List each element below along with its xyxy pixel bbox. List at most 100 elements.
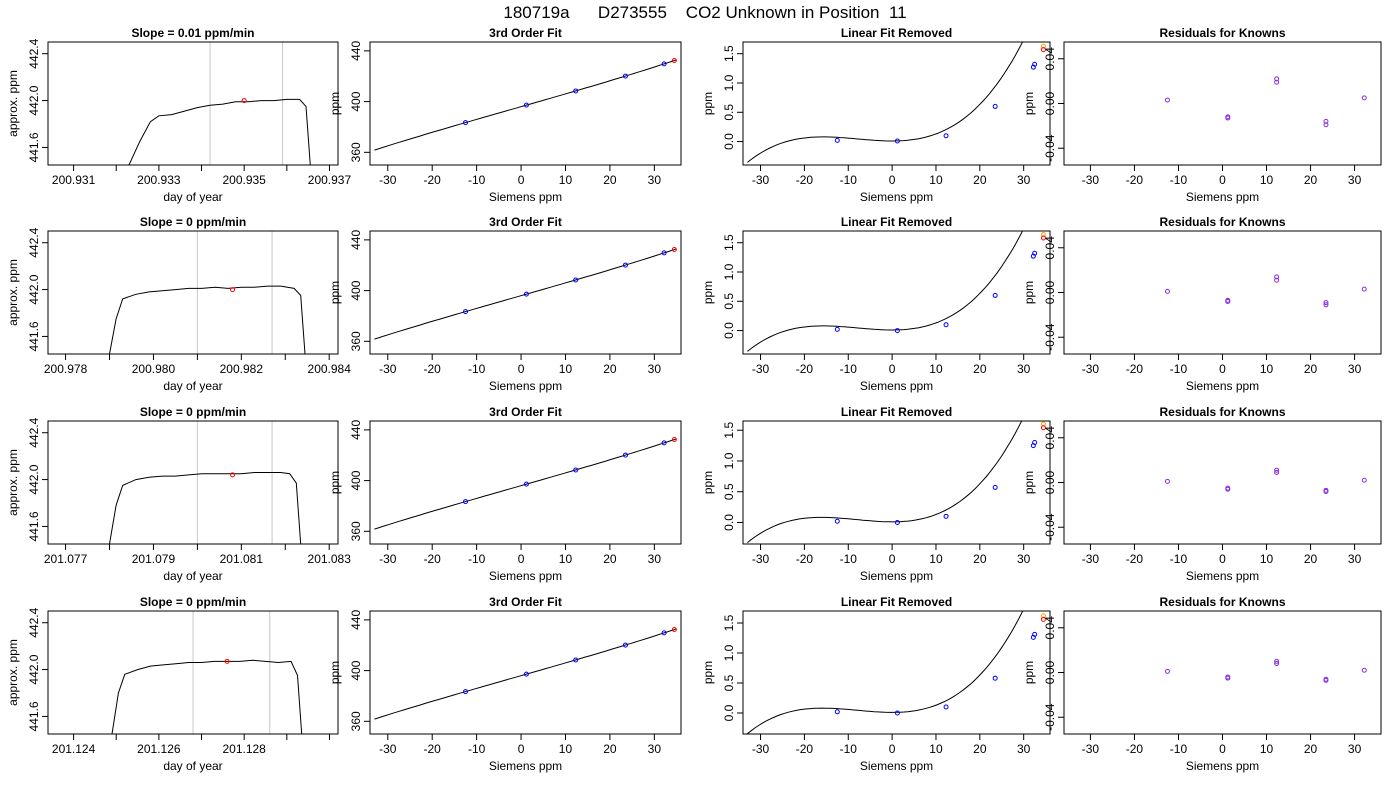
x-tick-label: 10 <box>1260 362 1274 376</box>
known-point <box>622 452 628 458</box>
x-tick-label: 10 <box>1260 742 1274 756</box>
residual-point <box>1323 300 1329 306</box>
y-axis-label: ppm <box>1022 281 1036 304</box>
x-tick-label: 0 <box>1219 742 1226 756</box>
x-tick-label: -30 <box>1082 552 1100 566</box>
panel-title: Linear Fit Removed <box>841 26 952 40</box>
x-tick-label: 20 <box>603 173 617 187</box>
x-tick-label: 10 <box>929 552 943 566</box>
y-tick-label: 0.04 <box>1043 426 1057 450</box>
plot-area <box>1164 76 1367 128</box>
panel-time-series-row4: Slope = 0 ppm/min 201.124 201.126 201.128 44… <box>6 595 339 773</box>
panel-linear-fit-removed-row2: Linear Fit Removed -30 -20 -10 0 10 20 30 0.0 0.5… <box>701 215 1051 393</box>
panel-title: Slope = 0 ppm/min <box>140 405 246 419</box>
x-tick-label: 10 <box>559 552 573 566</box>
known-point <box>992 103 998 109</box>
plot-frame <box>369 610 682 735</box>
x-tick-label: -20 <box>796 173 814 187</box>
known-point <box>943 513 949 519</box>
x-tick-label: 0 <box>518 173 525 187</box>
y-tick-label: 0.00 <box>1043 470 1057 494</box>
plot-frame <box>1063 610 1382 735</box>
y-tick-label: 0.00 <box>1043 280 1057 304</box>
unknown-point <box>230 287 236 293</box>
panel-third-order-fit-row4: 3rd Order Fit -30 -20 -10 0 10 20 30 360 400 440 Si… <box>328 595 682 773</box>
plot-area <box>109 472 302 544</box>
panel-title: Slope = 0 ppm/min <box>140 215 246 229</box>
y-tick-label: 1.5 <box>722 234 736 251</box>
x-tick-label: 201.083 <box>308 552 352 566</box>
y-tick-label: 360 <box>349 711 363 731</box>
panel-title: Residuals for Knowns <box>1159 215 1285 229</box>
x-tick-label: 200.931 <box>52 173 96 187</box>
x-tick-label: 20 <box>1304 173 1318 187</box>
y-tick-label: 440 <box>349 41 363 61</box>
x-tick-label: 20 <box>603 362 617 376</box>
x-tick-label: -30 <box>379 362 397 376</box>
x-tick-label: 20 <box>603 742 617 756</box>
plot-area <box>109 285 306 354</box>
plot-frame <box>47 610 339 735</box>
known-point <box>661 250 667 256</box>
x-tick-label: -20 <box>424 362 442 376</box>
known-point <box>573 657 579 663</box>
x-tick-label: -10 <box>1170 552 1188 566</box>
y-tick-label: 442.0 <box>27 464 41 494</box>
unknown-point <box>671 437 677 443</box>
x-tick-label: 10 <box>559 742 573 756</box>
x-tick-label: 0 <box>889 742 896 756</box>
residual-curve <box>747 231 1024 352</box>
known-point <box>894 328 900 334</box>
residual-point <box>1323 677 1329 683</box>
y-axis-label: ppm <box>701 661 715 684</box>
panel-title: 3rd Order Fit <box>489 595 562 609</box>
x-tick-label: 0 <box>518 742 525 756</box>
known-point <box>622 262 628 268</box>
x-axis-label: Siemens ppm <box>1186 379 1259 393</box>
plot-area <box>111 658 303 734</box>
plot-frame <box>369 420 682 545</box>
plot-area <box>374 58 677 151</box>
y-tick-label: 400 <box>349 660 363 680</box>
residual-curve <box>747 421 1023 543</box>
x-tick-label: 10 <box>929 173 943 187</box>
x-axis-label: day of year <box>163 569 222 583</box>
x-tick-label: 10 <box>929 362 943 376</box>
x-tick-label: 0 <box>1219 362 1226 376</box>
y-tick-label: 440 <box>349 610 363 630</box>
y-tick-label: 1.0 <box>722 263 736 280</box>
x-tick-label: -10 <box>1170 742 1188 756</box>
panel-linear-fit-removed-row3: Linear Fit Removed -30 -20 -10 0 10 20 30 0.0 0.5… <box>701 405 1051 583</box>
x-tick-label: 10 <box>1260 552 1274 566</box>
residual-point <box>1274 469 1280 475</box>
known-point <box>894 710 900 716</box>
panel-linear-fit-removed-row4: Linear Fit Removed -30 -20 -10 0 10 20 30 0.0 0.5… <box>701 595 1051 773</box>
plot-area <box>1164 467 1367 494</box>
residual-point <box>1323 118 1329 124</box>
x-tick-label: -20 <box>424 742 442 756</box>
x-axis-label: day of year <box>163 190 222 204</box>
x-tick-label: -20 <box>1126 552 1144 566</box>
y-tick-label: 1.0 <box>722 74 736 91</box>
x-tick-label: 200.933 <box>137 173 181 187</box>
x-tick-label: -10 <box>840 173 858 187</box>
unknown-point <box>1040 425 1046 431</box>
x-axis-label: Siemens ppm <box>489 379 562 393</box>
x-tick-label: 30 <box>648 552 662 566</box>
unknown-point <box>671 627 677 633</box>
unknown-point <box>1040 616 1046 622</box>
plot-area <box>1164 274 1367 308</box>
known-point <box>661 630 667 636</box>
x-tick-label: -30 <box>752 742 770 756</box>
x-tick-label: -20 <box>1126 362 1144 376</box>
x-tick-label: 30 <box>1017 552 1031 566</box>
residual-point <box>1361 667 1367 673</box>
y-tick-label: 442.4 <box>27 227 41 257</box>
panel-title: Linear Fit Removed <box>841 405 952 419</box>
panel-title: 3rd Order Fit <box>489 26 562 40</box>
plot-frame <box>47 420 339 545</box>
panel-time-series-row3: Slope = 0 ppm/min 201.077 201.079 201.081 20… <box>6 405 351 583</box>
x-tick-label: 30 <box>1348 362 1362 376</box>
